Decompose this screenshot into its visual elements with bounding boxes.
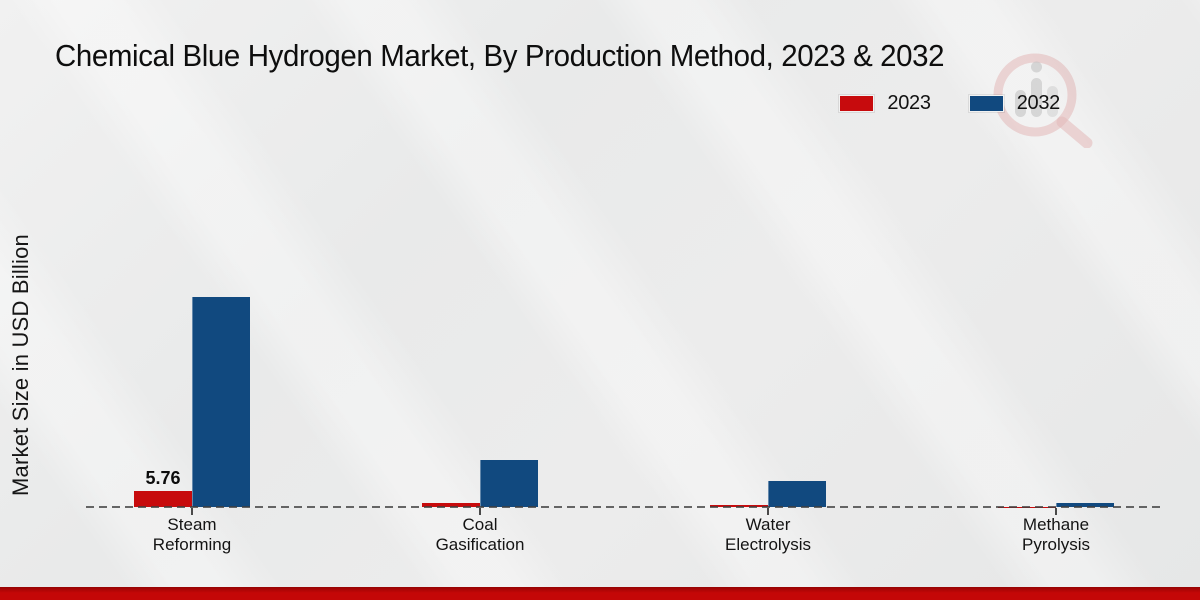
baseline-dashed-line bbox=[86, 506, 1164, 508]
bar-2023-steam-reforming bbox=[134, 491, 192, 507]
legend-label-2032: 2032 bbox=[1016, 92, 1061, 114]
legend-swatch-2032 bbox=[968, 95, 1004, 112]
x-axis-tick bbox=[191, 508, 193, 515]
category-label-methane-pyrolysis: Methane Pyrolysis bbox=[1021, 515, 1091, 554]
x-axis-tick bbox=[479, 508, 481, 515]
legend-item-2032: 2032 bbox=[968, 92, 1061, 115]
footer-accent-bar bbox=[0, 587, 1200, 600]
bar-2023-water-electrolysis bbox=[710, 504, 768, 507]
legend-swatch-2023 bbox=[839, 95, 875, 112]
bar-2023-coal-gasification bbox=[422, 503, 480, 507]
legend: 2023 2032 bbox=[839, 92, 1060, 115]
bar-2032-water-electrolysis bbox=[768, 480, 826, 507]
bar-2032-steam-reforming bbox=[192, 297, 250, 507]
category-label-water-electrolysis: Water Electrolysis bbox=[725, 515, 811, 554]
x-axis-tick bbox=[767, 508, 769, 515]
x-axis-tick bbox=[1055, 508, 1057, 515]
bar-value-label: 5.76 bbox=[145, 468, 181, 488]
bar-2032-methane-pyrolysis bbox=[1056, 502, 1114, 507]
bar-2032-coal-gasification bbox=[480, 460, 538, 507]
legend-label-2023: 2023 bbox=[887, 92, 931, 114]
category-label-coal-gasification: Coal Gasification bbox=[435, 515, 525, 554]
legend-item-2023: 2023 bbox=[839, 92, 931, 115]
category-label-steam-reforming: Steam Reforming bbox=[152, 515, 232, 554]
chart-title: Chemical Blue Hydrogen Market, By Produc… bbox=[55, 38, 945, 73]
